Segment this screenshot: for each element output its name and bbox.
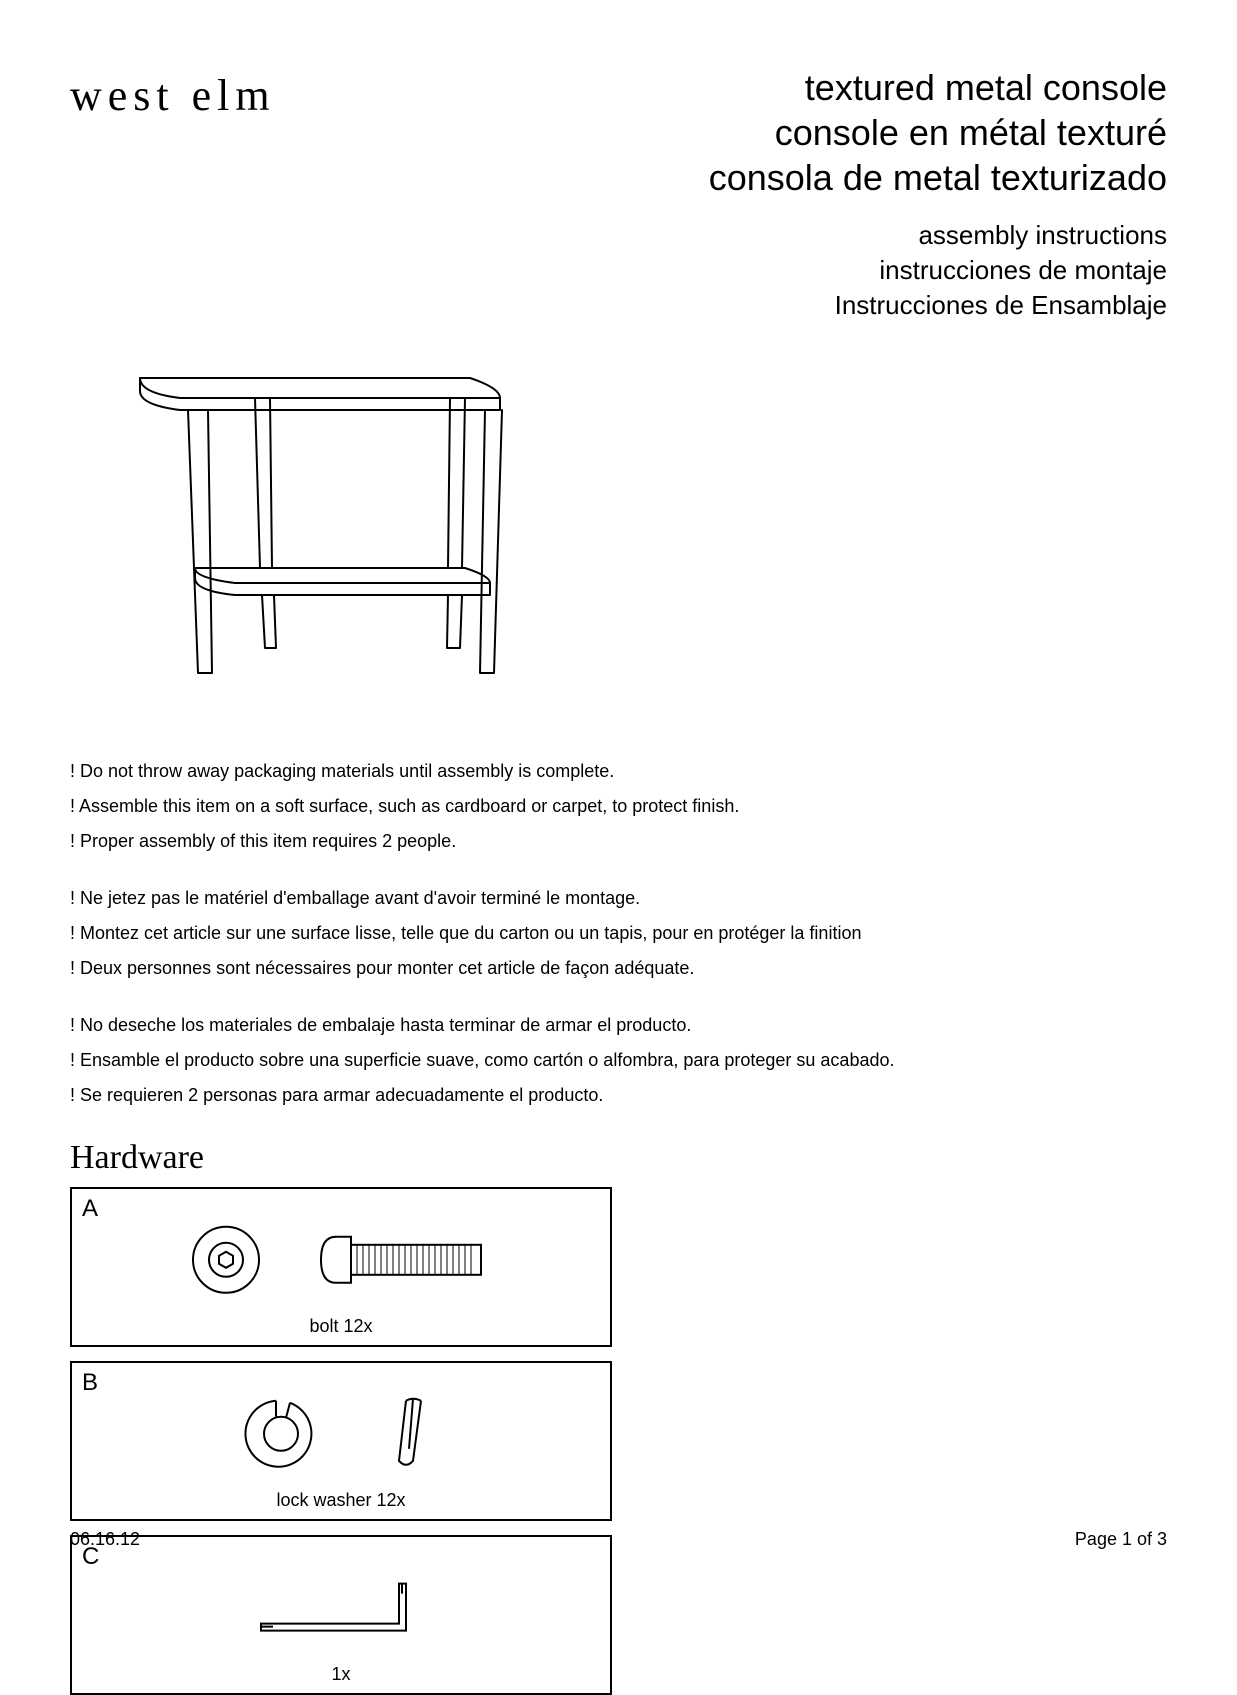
- warning-item: ! No deseche los materiales de embalaje …: [70, 1012, 1167, 1039]
- subtitle-es: Instrucciones de Ensamblaje: [709, 288, 1167, 323]
- allen-key-icon: [231, 1569, 451, 1649]
- hardware-label: bolt 12x: [309, 1316, 372, 1337]
- hardware-heading: Hardware: [70, 1139, 1167, 1177]
- product-diagram: [100, 343, 1167, 698]
- hardware-box-a: A: [70, 1187, 612, 1347]
- page-footer: 06.16.12 Page 1 of 3: [70, 1529, 1167, 1550]
- warnings-section: ! Do not throw away packaging materials …: [70, 758, 1167, 1109]
- subtitle-en: assembly instructions: [709, 218, 1167, 253]
- console-table-icon: [100, 343, 530, 693]
- hardware-label: 1x: [331, 1664, 350, 1685]
- footer-date: 06.16.12: [70, 1529, 140, 1550]
- hardware-label: lock washer 12x: [276, 1490, 405, 1511]
- lock-washer-icon: [181, 1389, 501, 1479]
- warning-item: ! Ensamble el producto sobre una superfi…: [70, 1047, 1167, 1074]
- warning-item: ! Ne jetez pas le matériel d'emballage a…: [70, 885, 1167, 912]
- warnings-es: ! No deseche los materiales de embalaje …: [70, 1012, 1167, 1109]
- title-fr: console en métal texturé: [709, 110, 1167, 155]
- bolt-icon: [171, 1215, 511, 1305]
- document-page: west elm textured metal console console …: [0, 0, 1237, 1600]
- hardware-box-c: C 1x: [70, 1535, 612, 1695]
- hardware-grid: A: [70, 1187, 1167, 1695]
- subtitle-fr: instrucciones de montaje: [709, 253, 1167, 288]
- hardware-letter: B: [82, 1369, 98, 1397]
- warnings-fr: ! Ne jetez pas le matériel d'emballage a…: [70, 885, 1167, 982]
- warning-item: ! Montez cet article sur une surface lis…: [70, 920, 1167, 947]
- warning-item: ! Se requieren 2 personas para armar ade…: [70, 1082, 1167, 1109]
- brand-logo: west elm: [70, 70, 276, 121]
- hardware-box-b: B lock washer 12x: [70, 1361, 612, 1521]
- warning-item: ! Do not throw away packaging materials …: [70, 758, 1167, 785]
- product-title: textured metal console console en métal …: [709, 65, 1167, 200]
- header-row: west elm textured metal console console …: [70, 70, 1167, 323]
- warning-item: ! Deux personnes sont nécessaires pour m…: [70, 955, 1167, 982]
- footer-page: Page 1 of 3: [1075, 1529, 1167, 1550]
- title-es: consola de metal texturizado: [709, 155, 1167, 200]
- title-en: textured metal console: [709, 65, 1167, 110]
- hardware-letter: A: [82, 1195, 98, 1223]
- subtitle: assembly instructions instrucciones de m…: [709, 218, 1167, 323]
- title-block: textured metal console console en métal …: [709, 65, 1167, 323]
- warning-item: ! Proper assembly of this item requires …: [70, 828, 1167, 855]
- warning-item: ! Assemble this item on a soft surface, …: [70, 793, 1167, 820]
- warnings-en: ! Do not throw away packaging materials …: [70, 758, 1167, 855]
